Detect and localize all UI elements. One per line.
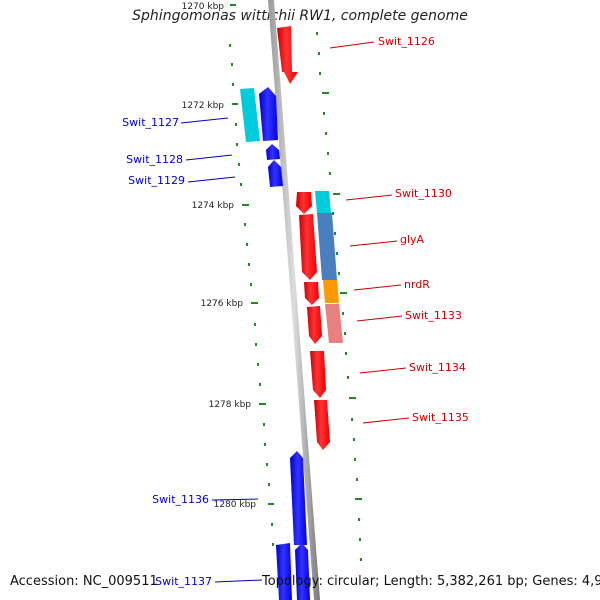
feature-pink[interactable] [325, 304, 343, 343]
ruler-right [316, 32, 362, 561]
genome-backbone [268, 0, 320, 600]
label-lines-left [180, 117, 263, 583]
label-swit-1134: Swit_1134 [409, 361, 466, 374]
gene-swit-1137a[interactable] [276, 543, 292, 600]
label-swit-1127: Swit_1127 [122, 116, 179, 129]
feature-swit-1127-cyan[interactable] [240, 88, 260, 142]
gene-swit-1130[interactable] [296, 192, 312, 214]
gene-swit-1129[interactable] [268, 160, 283, 187]
gene-swit-1133[interactable] [307, 306, 322, 344]
tick-label-1280: 1280 kbp [214, 500, 257, 510]
gene-swit-1127[interactable] [259, 87, 278, 141]
gene-swit-1135[interactable] [314, 400, 330, 450]
gene-glyA[interactable] [299, 214, 317, 280]
gene-swit-1134[interactable] [310, 351, 326, 398]
accession-label: Accession: NC_009511 [10, 574, 158, 589]
feature-orange[interactable] [323, 280, 339, 303]
ruler-left [229, 4, 274, 546]
label-swit-1126: Swit_1126 [378, 35, 435, 48]
gene-swit-1128[interactable] [266, 144, 280, 160]
tick-label-1276: 1276 kbp [201, 299, 244, 309]
gene-nrdR[interactable] [304, 282, 319, 305]
topology-label: Topology: circular; Length: 5,382,261 bp… [262, 574, 600, 589]
tick-label-1272: 1272 kbp [182, 101, 225, 111]
label-swit-1129: Swit_1129 [128, 174, 185, 187]
label-swit-1133: Swit_1133 [405, 309, 462, 322]
label-glyA: glyA [400, 233, 425, 246]
gene-swit-1137b[interactable] [295, 543, 310, 600]
label-swit-1130: Swit_1130 [395, 187, 452, 200]
tick-label-1270: 1270 kbp [182, 2, 225, 12]
tick-label-1274: 1274 kbp [192, 201, 235, 211]
gene-swit-1136[interactable] [290, 451, 307, 545]
label-swit-1137: Swit_1137 [155, 575, 212, 588]
feature-steelblue[interactable] [317, 213, 337, 280]
feature-cyan[interactable] [315, 191, 331, 213]
label-nrdR: nrdR [404, 278, 430, 291]
tick-label-1278: 1278 kbp [209, 400, 252, 410]
gene-swit-1126[interactable] [277, 26, 298, 84]
label-swit-1135: Swit_1135 [412, 411, 469, 424]
map-title: Sphingomonas wittichii RW1, complete gen… [132, 8, 468, 24]
label-swit-1128: Swit_1128 [126, 153, 183, 166]
label-lines-right [329, 41, 410, 424]
label-swit-1136: Swit_1136 [152, 493, 209, 506]
